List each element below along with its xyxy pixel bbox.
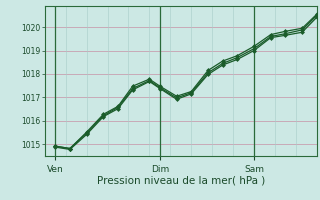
X-axis label: Pression niveau de la mer( hPa ): Pression niveau de la mer( hPa ) <box>97 175 265 185</box>
